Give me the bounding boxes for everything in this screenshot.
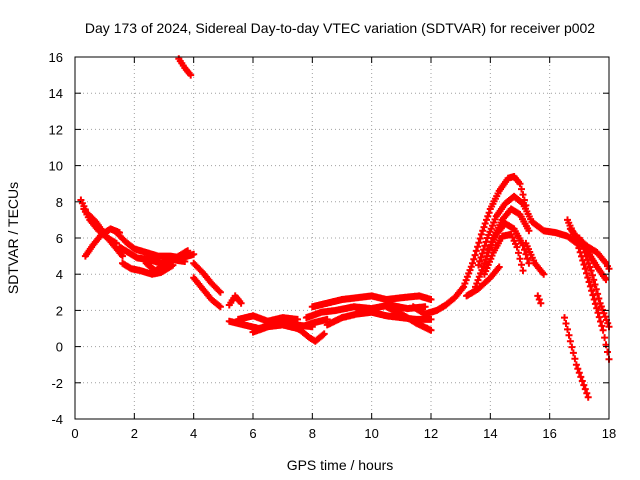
y-tick-label: 12 — [49, 122, 63, 137]
y-tick-labels: -4 -2 0 2 4 6 8 10 12 14 16 — [49, 50, 63, 427]
x-tick-label: 10 — [364, 426, 378, 441]
series-track-17 — [308, 292, 435, 311]
grid-lines — [75, 57, 609, 419]
series-track-22 — [475, 192, 583, 269]
x-tick-label: 18 — [602, 426, 616, 441]
y-tick-label: 4 — [56, 267, 63, 282]
plus-marks — [483, 220, 533, 267]
x-axis-label: GPS time / hours — [287, 457, 394, 473]
series-track-15 — [288, 321, 328, 345]
y-tick-label: 2 — [56, 303, 63, 318]
y-tick-label: 10 — [49, 159, 63, 174]
y-tick-label: -4 — [51, 412, 63, 427]
x-tick-label: 8 — [309, 426, 316, 441]
y-tick-label: 14 — [49, 86, 63, 101]
chart-title: Day 173 of 2024, Sidereal Day-to-day VTE… — [85, 20, 595, 36]
y-tick-label: 6 — [56, 231, 63, 246]
plus-marks — [534, 292, 545, 307]
series-track-33 — [575, 234, 610, 284]
y-tick-label: 16 — [49, 50, 63, 65]
plus-marks — [288, 321, 328, 345]
series-track-20 — [409, 301, 450, 318]
plus-marks — [234, 312, 301, 325]
plus-marks — [442, 173, 530, 309]
series-track-8 — [175, 55, 195, 79]
y-tick-label: -2 — [51, 376, 63, 391]
plus-marks — [522, 239, 548, 278]
series-track-9 — [190, 259, 224, 296]
plus-marks — [575, 234, 610, 284]
series-track-21 — [442, 173, 530, 309]
data-marks — [77, 55, 613, 401]
x-tick-label: 2 — [131, 426, 138, 441]
series-track-28 — [534, 292, 545, 307]
series-track-24 — [483, 220, 533, 267]
plus-marks — [475, 192, 583, 269]
series-track-29 — [561, 314, 592, 401]
plus-marks — [383, 303, 435, 334]
plus-marks — [480, 230, 527, 278]
series-track-19 — [383, 303, 435, 334]
y-tick-label: 0 — [56, 340, 63, 355]
series-track-11 — [225, 292, 245, 309]
plus-marks — [190, 274, 224, 311]
plus-marks — [463, 263, 503, 300]
x-tick-label: 4 — [190, 426, 197, 441]
plus-marks — [225, 292, 245, 309]
y-tick-label: 8 — [56, 195, 63, 210]
plus-marks — [409, 301, 450, 318]
x-tick-labels: 0 2 4 6 8 10 12 14 16 18 — [71, 426, 616, 441]
series-track-26 — [480, 230, 527, 278]
series-track-13 — [234, 312, 301, 325]
plus-marks — [308, 292, 435, 311]
axis-ticks — [74, 56, 610, 420]
y-axis-label: SDTVAR / TECUs — [5, 182, 21, 294]
x-tick-label: 16 — [542, 426, 556, 441]
series-track-10 — [190, 274, 224, 311]
series-track-25 — [463, 263, 503, 300]
x-tick-label: 6 — [249, 426, 256, 441]
series-track-7 — [142, 247, 192, 275]
plus-marks — [190, 259, 224, 296]
plus-marks — [561, 314, 592, 401]
x-tick-label: 0 — [71, 426, 78, 441]
series-track-27 — [522, 239, 548, 278]
plus-marks — [142, 247, 192, 275]
x-tick-label: 12 — [424, 426, 438, 441]
x-tick-label: 14 — [483, 426, 497, 441]
plus-marks — [175, 55, 195, 79]
